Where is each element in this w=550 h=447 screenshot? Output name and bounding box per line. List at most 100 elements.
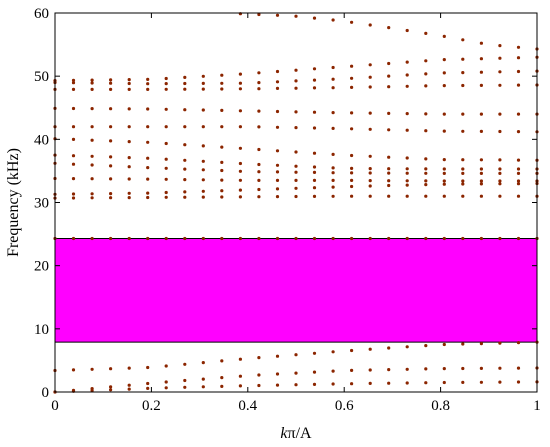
data-point [405,236,409,241]
data-point [220,145,224,149]
data-point [368,154,372,158]
data-point [498,44,502,48]
data-point [350,178,354,182]
data-point [164,380,168,384]
data-point [183,236,187,241]
data-point [461,83,465,88]
y-tick-label: 30 [34,196,49,212]
data-point [109,125,113,129]
data-point [164,125,168,129]
data-point [368,171,372,175]
data-point [257,356,261,360]
data-point [350,382,354,386]
data-point [127,81,131,86]
data-point [201,195,205,199]
data-point [350,85,354,89]
data-point [350,184,354,189]
data-point [294,178,298,182]
data-point [350,166,354,170]
data-point [146,386,150,390]
data-point [331,236,335,241]
data-point [424,72,428,76]
data-point [164,190,168,195]
data-point [294,79,298,83]
data-point [461,129,465,133]
data-point [368,368,372,372]
data-point [220,359,224,363]
data-point [71,87,76,91]
data-point [257,178,261,182]
data-point [146,87,150,91]
data-point [201,385,205,389]
data-point [71,192,76,196]
data-point [405,167,409,171]
data-point [350,20,354,24]
data-point [164,82,168,86]
data-point [183,178,187,182]
data-point [387,155,391,159]
data-point [90,367,94,371]
data-point [479,70,483,74]
data-point [257,187,261,192]
data-point [275,163,280,167]
data-point [479,182,483,186]
y-tick-label: 40 [34,132,49,148]
data-point [442,167,446,171]
data-point [350,368,354,372]
data-point [275,13,280,17]
data-point [109,196,113,200]
data-point [498,182,502,186]
data-point [442,182,446,186]
data-point [127,177,131,181]
data-point [127,156,131,160]
data-point [387,128,391,132]
data-point [479,380,483,384]
data-point [90,177,94,181]
data-point [164,386,168,390]
data-point [442,171,446,175]
data-point [238,236,242,241]
data-point [220,376,224,380]
data-point [461,38,465,42]
data-point [405,156,409,160]
data-point [516,83,521,87]
data-point [257,87,261,91]
data-point [312,67,317,71]
data-point [109,81,113,85]
data-point [90,81,94,85]
data-point [109,367,113,371]
data-point [294,110,298,114]
data-point [238,125,242,129]
data-point [90,387,94,391]
data-point [257,81,261,85]
data-point [387,381,391,385]
data-point [90,125,94,129]
data-point [294,14,298,18]
data-point [387,26,391,30]
data-point [275,109,280,114]
data-point [257,162,261,167]
x-tick-label: 0.4 [238,398,257,414]
data-point [275,149,280,153]
data-point [479,366,483,370]
band-gap-region [55,238,537,343]
data-point [331,171,335,175]
data-point [201,87,205,91]
data-point [516,380,521,384]
data-point [71,81,76,85]
data-point [294,353,298,357]
data-point [164,157,168,161]
data-point [312,236,317,241]
data-point [71,388,76,392]
data-point [498,112,502,116]
data-point [516,112,521,116]
data-point [387,346,391,350]
data-point [424,112,428,116]
data-point [183,362,187,366]
data-point [516,56,521,60]
data-point [498,380,502,384]
data-point [312,16,317,20]
data-point [164,195,168,199]
data-point [331,185,335,189]
data-point [201,125,205,129]
